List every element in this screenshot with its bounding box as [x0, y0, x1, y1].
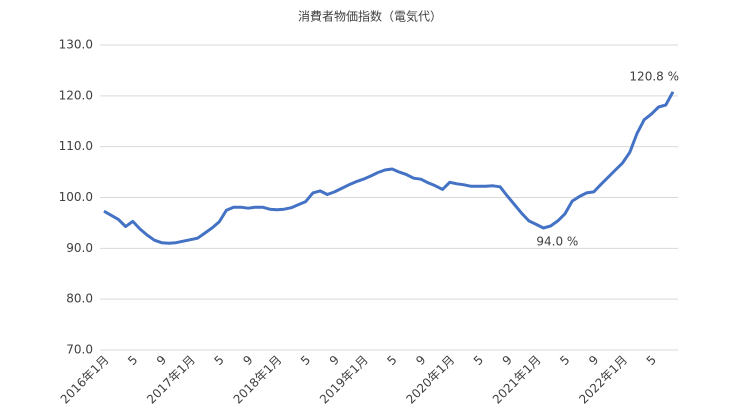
- y-tick-label: 120.0: [59, 88, 93, 102]
- x-tick-label: 2017年1月: [144, 353, 198, 407]
- x-tick-label: 2016年1月: [58, 353, 112, 407]
- x-tick-label: 9: [240, 353, 255, 368]
- chart-title: 消費者物価指数（電気代）: [298, 9, 442, 24]
- value-label: 94.0 %: [536, 235, 578, 249]
- x-tick-label: 9: [413, 353, 428, 368]
- x-tick-label: 5: [384, 353, 399, 368]
- y-tick-label: 130.0: [59, 38, 93, 52]
- x-tick-label: 5: [298, 353, 313, 368]
- y-tick-label: 100.0: [59, 190, 93, 204]
- x-tick-label: 9: [327, 353, 342, 368]
- x-tick-label: 9: [154, 353, 169, 368]
- x-tick-label: 2018年1月: [231, 353, 285, 407]
- y-tick-label: 110.0: [59, 139, 93, 153]
- x-tick-label: 2022年1月: [576, 353, 630, 407]
- x-tick-label: 5: [644, 353, 659, 368]
- x-tick-label: 9: [586, 353, 601, 368]
- x-tick-label: 5: [212, 353, 227, 368]
- x-tick-label: 2019年1月: [317, 353, 371, 407]
- x-tick-label: 2021年1月: [490, 353, 544, 407]
- y-tick-label: 70.0: [66, 343, 93, 357]
- x-tick-label: 5: [557, 353, 572, 368]
- x-tick-label: 2020年1月: [403, 353, 457, 407]
- x-tick-label: 9: [500, 353, 515, 368]
- y-tick-label: 80.0: [66, 292, 93, 306]
- x-tick-label: 5: [125, 353, 140, 368]
- value-label: 120.8 %: [629, 69, 679, 83]
- x-tick-label: 5: [471, 353, 486, 368]
- y-tick-label: 90.0: [66, 241, 93, 255]
- data-line: [103, 91, 675, 245]
